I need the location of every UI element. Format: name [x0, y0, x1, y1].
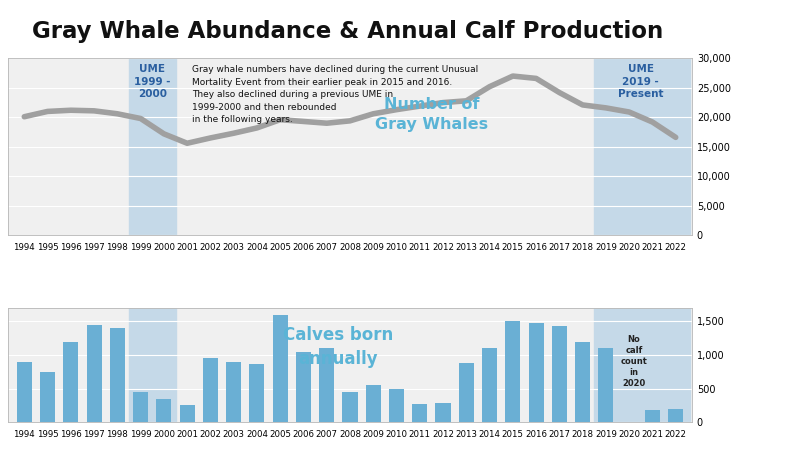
Bar	[86, 325, 102, 422]
Bar	[529, 323, 544, 422]
Bar	[296, 352, 311, 422]
Bar	[203, 358, 218, 422]
Bar	[110, 328, 125, 422]
Bar	[156, 399, 171, 422]
Text: Number of
Gray Whales: Number of Gray Whales	[375, 97, 488, 132]
Bar	[366, 385, 381, 422]
Bar	[226, 361, 242, 422]
Bar	[645, 410, 660, 422]
Bar	[129, 308, 175, 422]
Text: Gray whale numbers have declined during the current Unusual
Mortality Event from: Gray whale numbers have declined during …	[192, 66, 478, 124]
Bar	[598, 348, 614, 422]
Bar	[389, 388, 404, 422]
Text: UME
2019 -
Present: UME 2019 - Present	[618, 64, 663, 99]
Bar	[133, 392, 148, 422]
Bar	[506, 321, 521, 422]
Bar	[342, 392, 358, 422]
Bar	[17, 361, 32, 422]
Bar	[273, 315, 288, 422]
Bar	[594, 58, 690, 235]
Bar	[575, 342, 590, 422]
Bar	[319, 348, 334, 422]
Bar	[482, 348, 497, 422]
Bar	[552, 326, 567, 422]
Bar	[458, 363, 474, 422]
Bar	[668, 409, 683, 422]
Bar	[179, 405, 194, 422]
Text: Gray Whale Abundance & Annual Calf Production: Gray Whale Abundance & Annual Calf Produ…	[32, 20, 664, 43]
Bar	[63, 342, 78, 422]
Bar	[435, 403, 450, 422]
Bar	[594, 308, 690, 422]
Bar	[129, 58, 175, 235]
Text: UME
1999 -
2000: UME 1999 - 2000	[134, 64, 170, 99]
Text: No
calf
count
in
2020: No calf count in 2020	[620, 335, 647, 388]
Bar	[40, 372, 55, 422]
Bar	[250, 364, 265, 422]
Text: Calves born
annually: Calves born annually	[283, 326, 394, 368]
Bar	[412, 404, 427, 422]
